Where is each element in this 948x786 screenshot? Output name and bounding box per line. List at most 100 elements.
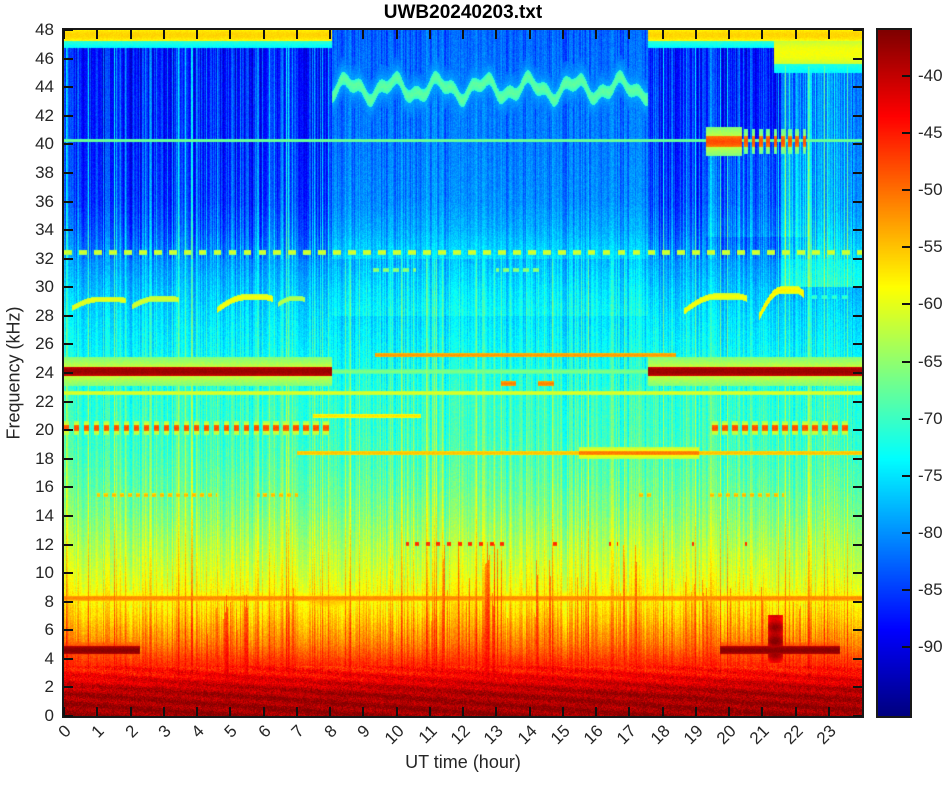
y-axis-tick bbox=[853, 372, 862, 374]
y-tick-label: 16 bbox=[35, 477, 54, 497]
y-axis-tick bbox=[64, 686, 73, 689]
y-axis-tick bbox=[853, 286, 862, 289]
x-axis-tick bbox=[595, 30, 597, 39]
x-axis-tick bbox=[362, 30, 365, 39]
y-axis-tick bbox=[853, 486, 862, 489]
y-axis-tick bbox=[853, 715, 862, 717]
y-axis-tick bbox=[64, 400, 73, 403]
y-axis-tick bbox=[64, 657, 73, 660]
x-axis-tick bbox=[761, 707, 764, 716]
y-axis-tick bbox=[64, 314, 73, 317]
y-tick-label: 38 bbox=[35, 162, 54, 182]
y-axis-tick bbox=[853, 400, 862, 403]
x-axis-tick bbox=[428, 30, 431, 39]
x-axis-tick bbox=[395, 707, 398, 716]
x-axis-tick bbox=[462, 707, 464, 716]
x-axis-tick bbox=[295, 30, 298, 39]
y-axis-tick bbox=[853, 314, 862, 317]
y-axis-tick bbox=[64, 572, 73, 575]
colorbar-tick-label: -45 bbox=[918, 122, 943, 142]
y-axis-tick bbox=[64, 629, 73, 632]
y-tick-label: 12 bbox=[35, 534, 54, 554]
colorbar-tick bbox=[902, 589, 910, 592]
y-axis-tick bbox=[853, 457, 862, 460]
y-axis-tick bbox=[853, 429, 862, 432]
y-tick-label: 18 bbox=[35, 448, 54, 468]
y-axis-tick bbox=[853, 657, 862, 660]
y-axis-tick bbox=[853, 343, 862, 346]
colorbar-tick-label: -50 bbox=[918, 180, 943, 200]
x-axis-tick bbox=[462, 30, 464, 39]
y-axis-tick bbox=[853, 257, 862, 260]
x-axis-tick bbox=[196, 30, 198, 39]
y-axis-label: Frequency (kHz) bbox=[3, 306, 24, 440]
y-axis-tick bbox=[64, 372, 73, 374]
y-tick-label: 24 bbox=[35, 363, 54, 382]
x-axis-tick bbox=[395, 30, 398, 39]
colorbar-tick bbox=[902, 646, 910, 649]
y-tick-label: 46 bbox=[35, 48, 54, 68]
y-tick-label: 34 bbox=[35, 220, 54, 240]
y-tick-label: 40 bbox=[35, 134, 54, 154]
x-axis-tick bbox=[528, 30, 531, 39]
x-axis-tick bbox=[761, 30, 764, 39]
y-axis-tick bbox=[64, 600, 73, 603]
x-axis-tick bbox=[561, 707, 564, 716]
y-axis-tick bbox=[64, 171, 73, 174]
y-axis-tick bbox=[853, 57, 862, 60]
x-axis-tick bbox=[561, 30, 564, 39]
y-axis-tick bbox=[853, 514, 862, 517]
colorbar-tick bbox=[902, 360, 910, 363]
y-axis-tick bbox=[64, 343, 73, 346]
y-tick-label: 4 bbox=[44, 648, 54, 668]
x-axis-tick bbox=[295, 707, 298, 716]
colorbar-tick bbox=[902, 417, 910, 420]
y-tick-label: 14 bbox=[35, 505, 54, 525]
y-axis-tick bbox=[64, 514, 73, 517]
y-axis-tick bbox=[853, 200, 862, 203]
y-axis-tick bbox=[64, 486, 73, 489]
y-axis-tick bbox=[853, 600, 862, 603]
plot-area bbox=[62, 28, 864, 718]
y-tick-label: 26 bbox=[35, 334, 54, 354]
x-axis-tick bbox=[428, 707, 431, 716]
y-tick-label: 28 bbox=[35, 305, 54, 325]
x-axis-tick bbox=[262, 707, 265, 716]
colorbar-tick-label: -85 bbox=[918, 580, 943, 600]
x-axis-tick bbox=[129, 30, 132, 39]
colorbar bbox=[876, 28, 912, 718]
y-axis-tick bbox=[853, 114, 862, 117]
y-tick-label: 20 bbox=[35, 420, 54, 440]
x-axis-tick bbox=[794, 707, 797, 716]
y-axis-tick bbox=[64, 715, 73, 717]
y-axis-tick bbox=[64, 200, 73, 203]
x-axis-tick bbox=[495, 30, 498, 39]
spectrogram-canvas bbox=[64, 30, 862, 716]
chart-title: UWB20240203.txt bbox=[383, 2, 543, 23]
x-axis-tick bbox=[129, 707, 132, 716]
x-axis-tick bbox=[196, 707, 198, 716]
y-axis-tick bbox=[64, 286, 73, 289]
y-tick-label: 8 bbox=[44, 591, 54, 611]
x-axis-tick bbox=[162, 30, 165, 39]
y-axis-tick bbox=[64, 429, 73, 432]
y-axis-tick bbox=[64, 57, 73, 60]
y-tick-label: 6 bbox=[44, 620, 54, 640]
y-tick-label: 22 bbox=[35, 391, 54, 411]
colorbar-tick bbox=[902, 532, 910, 535]
y-tick-label: 42 bbox=[35, 105, 54, 125]
x-axis-tick bbox=[661, 707, 664, 716]
x-axis-label: UT time (hour) bbox=[405, 752, 521, 772]
colorbar-tick-label: -60 bbox=[918, 294, 943, 314]
x-axis-tick bbox=[162, 707, 165, 716]
colorbar-tick-label: -40 bbox=[918, 65, 943, 85]
x-axis-tick bbox=[63, 30, 65, 39]
y-axis-tick bbox=[64, 229, 73, 232]
y-tick-label: 44 bbox=[35, 77, 54, 97]
colorbar-tick-label: -90 bbox=[918, 637, 943, 657]
y-tick-label: 0 bbox=[44, 706, 54, 725]
y-axis-tick bbox=[64, 86, 73, 89]
x-axis-tick bbox=[595, 707, 597, 716]
y-tick-label: 10 bbox=[35, 563, 54, 583]
colorbar-tick-label: -55 bbox=[918, 237, 943, 257]
